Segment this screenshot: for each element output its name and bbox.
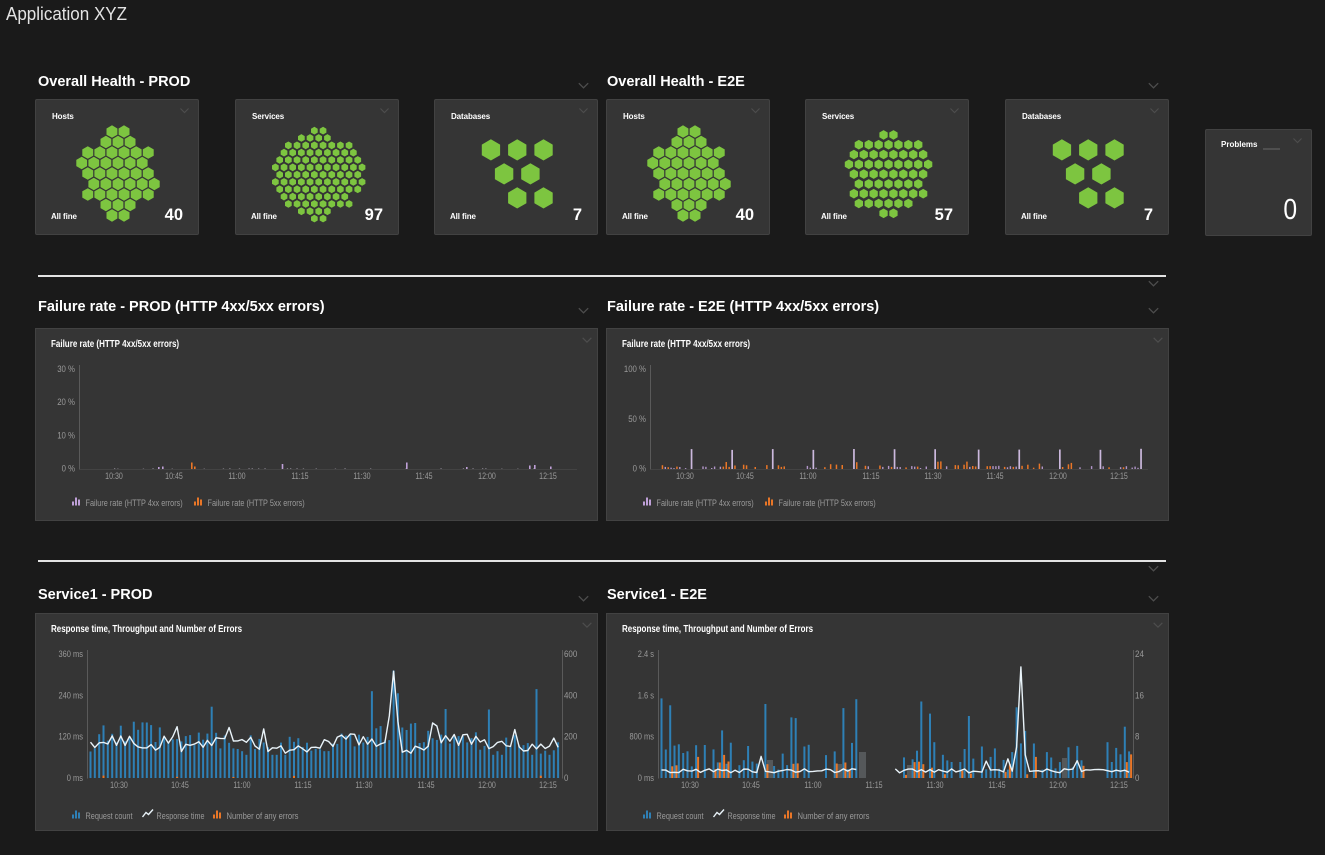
svg-text:30 %: 30 % (57, 364, 75, 375)
svg-text:360 ms: 360 ms (59, 649, 84, 660)
svg-text:2.4 s: 2.4 s (638, 649, 654, 660)
svg-text:10:45: 10:45 (171, 780, 189, 791)
svg-text:Failure rate (HTTP 4xx errors): Failure rate (HTTP 4xx errors) (657, 498, 754, 509)
svg-text:11:30: 11:30 (353, 471, 370, 482)
svg-text:120 ms: 120 ms (59, 732, 84, 743)
svg-text:12:15: 12:15 (539, 780, 557, 791)
svg-text:12:15: 12:15 (539, 471, 557, 482)
svg-text:240 ms: 240 ms (59, 690, 84, 701)
svg-text:200: 200 (564, 732, 577, 743)
svg-text:11:00: 11:00 (228, 471, 245, 482)
svg-text:10:45: 10:45 (742, 780, 760, 791)
svg-text:11:30: 11:30 (924, 471, 941, 482)
svg-text:10:45: 10:45 (165, 471, 183, 482)
svg-text:Request count: Request count (86, 811, 133, 822)
svg-text:100 %: 100 % (624, 364, 647, 375)
svg-text:11:00: 11:00 (804, 780, 821, 791)
svg-text:12:00: 12:00 (478, 780, 496, 791)
svg-text:Response time, Throughput and: Response time, Throughput and Number of … (51, 624, 242, 635)
svg-text:Failure rate (HTTP 4xx/5xx err: Failure rate (HTTP 4xx/5xx errors) (622, 339, 750, 350)
svg-text:Response time, Throughput and: Response time, Throughput and Number of … (622, 624, 813, 635)
svg-text:11:45: 11:45 (417, 780, 434, 791)
svg-text:800 ms: 800 ms (630, 732, 655, 743)
svg-text:24: 24 (1135, 649, 1144, 660)
svg-text:0 ms: 0 ms (638, 773, 654, 784)
svg-text:12:00: 12:00 (478, 471, 496, 482)
svg-text:Failure rate (HTTP 4xx errors): Failure rate (HTTP 4xx errors) (86, 498, 183, 509)
svg-text:Response time: Response time (728, 811, 776, 822)
svg-text:11:15: 11:15 (294, 780, 311, 791)
svg-text:10 %: 10 % (57, 430, 75, 441)
svg-text:0: 0 (564, 773, 568, 784)
svg-text:Number of any errors: Number of any errors (227, 811, 299, 822)
svg-text:0 %: 0 % (633, 464, 647, 475)
svg-text:0 %: 0 % (62, 464, 76, 475)
svg-text:11:45: 11:45 (986, 471, 1003, 482)
svg-text:0: 0 (1135, 773, 1139, 784)
svg-text:0 ms: 0 ms (67, 773, 83, 784)
svg-text:8: 8 (1135, 732, 1139, 743)
svg-text:11:30: 11:30 (355, 780, 372, 791)
svg-text:11:15: 11:15 (865, 780, 882, 791)
svg-text:11:00: 11:00 (233, 780, 250, 791)
svg-text:16: 16 (1135, 690, 1144, 701)
svg-text:12:00: 12:00 (1049, 471, 1067, 482)
svg-text:Response time: Response time (157, 811, 205, 822)
svg-text:10:30: 10:30 (676, 471, 694, 482)
svg-text:50 %: 50 % (628, 414, 646, 425)
svg-text:Number of any errors: Number of any errors (798, 811, 870, 822)
svg-text:1.6 s: 1.6 s (638, 690, 654, 701)
svg-text:Failure rate (HTTP 5xx errors): Failure rate (HTTP 5xx errors) (779, 498, 876, 509)
svg-text:11:45: 11:45 (415, 471, 432, 482)
svg-text:12:00: 12:00 (1049, 780, 1067, 791)
svg-text:12:15: 12:15 (1110, 780, 1128, 791)
svg-text:11:30: 11:30 (926, 780, 943, 791)
svg-text:Failure rate (HTTP 5xx errors): Failure rate (HTTP 5xx errors) (208, 498, 305, 509)
svg-text:Failure rate (HTTP 4xx/5xx err: Failure rate (HTTP 4xx/5xx errors) (51, 339, 179, 350)
svg-text:11:15: 11:15 (862, 471, 879, 482)
svg-text:10:30: 10:30 (681, 780, 699, 791)
svg-text:Request count: Request count (657, 811, 704, 822)
svg-text:10:30: 10:30 (110, 780, 128, 791)
svg-text:11:15: 11:15 (291, 471, 308, 482)
svg-text:600: 600 (564, 649, 577, 660)
svg-text:10:30: 10:30 (105, 471, 123, 482)
svg-text:11:00: 11:00 (799, 471, 816, 482)
svg-text:11:45: 11:45 (988, 780, 1005, 791)
svg-text:400: 400 (564, 690, 577, 701)
svg-text:12:15: 12:15 (1110, 471, 1128, 482)
svg-text:10:45: 10:45 (736, 471, 754, 482)
svg-text:20 %: 20 % (57, 397, 75, 408)
